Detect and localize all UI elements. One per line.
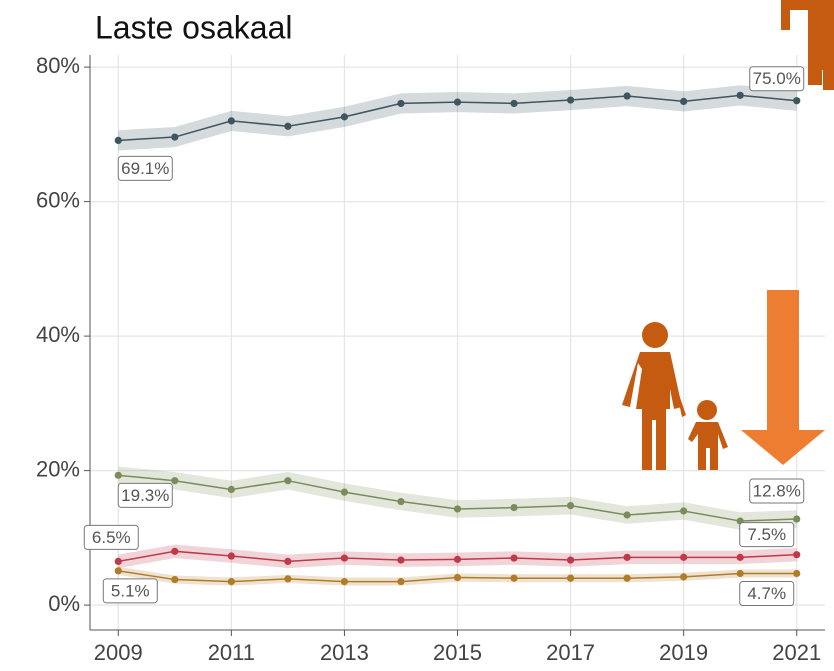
point [284, 122, 292, 130]
value-label: 6.5% [83, 524, 139, 550]
point [793, 551, 801, 559]
label-box [117, 482, 173, 508]
point [340, 554, 349, 562]
value-label-text: 5.1% [111, 581, 150, 600]
point [340, 113, 349, 121]
x-tick-label: 2021 [772, 640, 821, 665]
point [340, 488, 349, 496]
point [680, 507, 688, 515]
x-tick-label: 2019 [659, 640, 708, 665]
point [680, 573, 688, 581]
point [623, 553, 631, 561]
point [623, 574, 631, 582]
point [171, 133, 179, 141]
point [453, 573, 462, 582]
confidence-band [118, 85, 797, 151]
point [171, 575, 179, 584]
point [397, 99, 405, 108]
point [397, 577, 405, 586]
point [171, 477, 179, 485]
label-box [102, 578, 158, 604]
value-label: 19.3% [117, 482, 173, 508]
person-icon [781, 0, 834, 90]
chart-title: Laste osakaal [95, 9, 292, 45]
value-label-text: 6.5% [92, 528, 131, 547]
point [793, 97, 801, 105]
value-label-text: 19.3% [121, 486, 169, 505]
x-tick-label: 2009 [94, 640, 143, 665]
x-tick-label: 2011 [208, 640, 255, 665]
point [453, 505, 462, 513]
value-label: 4.7% [739, 581, 795, 607]
x-tick-label: 2017 [546, 640, 595, 665]
point [736, 569, 744, 578]
label-box [739, 522, 795, 548]
point [566, 556, 575, 564]
point [284, 575, 292, 583]
point [227, 485, 235, 494]
icons [622, 0, 834, 470]
value-label-text: 4.7% [747, 584, 786, 603]
point [680, 553, 688, 561]
point [510, 504, 518, 512]
point [114, 567, 122, 575]
point [736, 91, 744, 99]
point [114, 471, 122, 479]
value-label: 12.8% [749, 478, 805, 504]
label-box [739, 581, 795, 607]
x-tick-label: 2013 [320, 640, 369, 665]
point [736, 553, 744, 561]
label-box [83, 524, 139, 550]
point [623, 511, 631, 519]
point [340, 577, 349, 586]
label-box [749, 66, 805, 92]
y-tick-label: 40% [36, 322, 80, 347]
point [453, 98, 462, 106]
value-label-text: 75.0% [753, 69, 801, 88]
value-label: 75.0% [749, 66, 805, 92]
point [793, 515, 801, 523]
point [397, 497, 405, 506]
point [566, 96, 575, 104]
point [227, 117, 235, 125]
value-label-text: 69.1% [121, 159, 169, 178]
point [566, 574, 575, 582]
down-arrow [741, 290, 825, 465]
point [227, 577, 235, 586]
point [623, 92, 631, 100]
point [171, 547, 179, 555]
label-box [117, 155, 173, 181]
point [793, 569, 801, 578]
value-label-text: 7.5% [747, 525, 786, 544]
x-tick-label: 2015 [433, 640, 482, 665]
mother-child-icon [622, 322, 728, 470]
point [510, 99, 518, 108]
point [114, 557, 122, 566]
y-tick-label: 80% [36, 53, 80, 78]
label-box [749, 478, 805, 504]
value-label: 7.5% [739, 522, 795, 548]
point [566, 501, 575, 510]
point [453, 555, 462, 563]
point [227, 552, 235, 560]
point [284, 477, 292, 485]
y-tick-label: 60% [36, 187, 80, 212]
value-label: 5.1% [102, 578, 158, 604]
point [284, 557, 292, 566]
y-tick-label: 20% [36, 456, 80, 481]
value-label: 69.1% [117, 155, 173, 181]
point [510, 554, 518, 562]
point [397, 556, 405, 564]
y-tick-label: 0% [48, 591, 80, 616]
point [680, 97, 688, 106]
plot-area: 0% 20% 40% 60% 80% 2009 2011 2013 2015 2017 2019 20… [36, 53, 825, 665]
point [114, 136, 122, 145]
point [510, 574, 518, 582]
value-label-text: 12.8% [753, 482, 801, 501]
